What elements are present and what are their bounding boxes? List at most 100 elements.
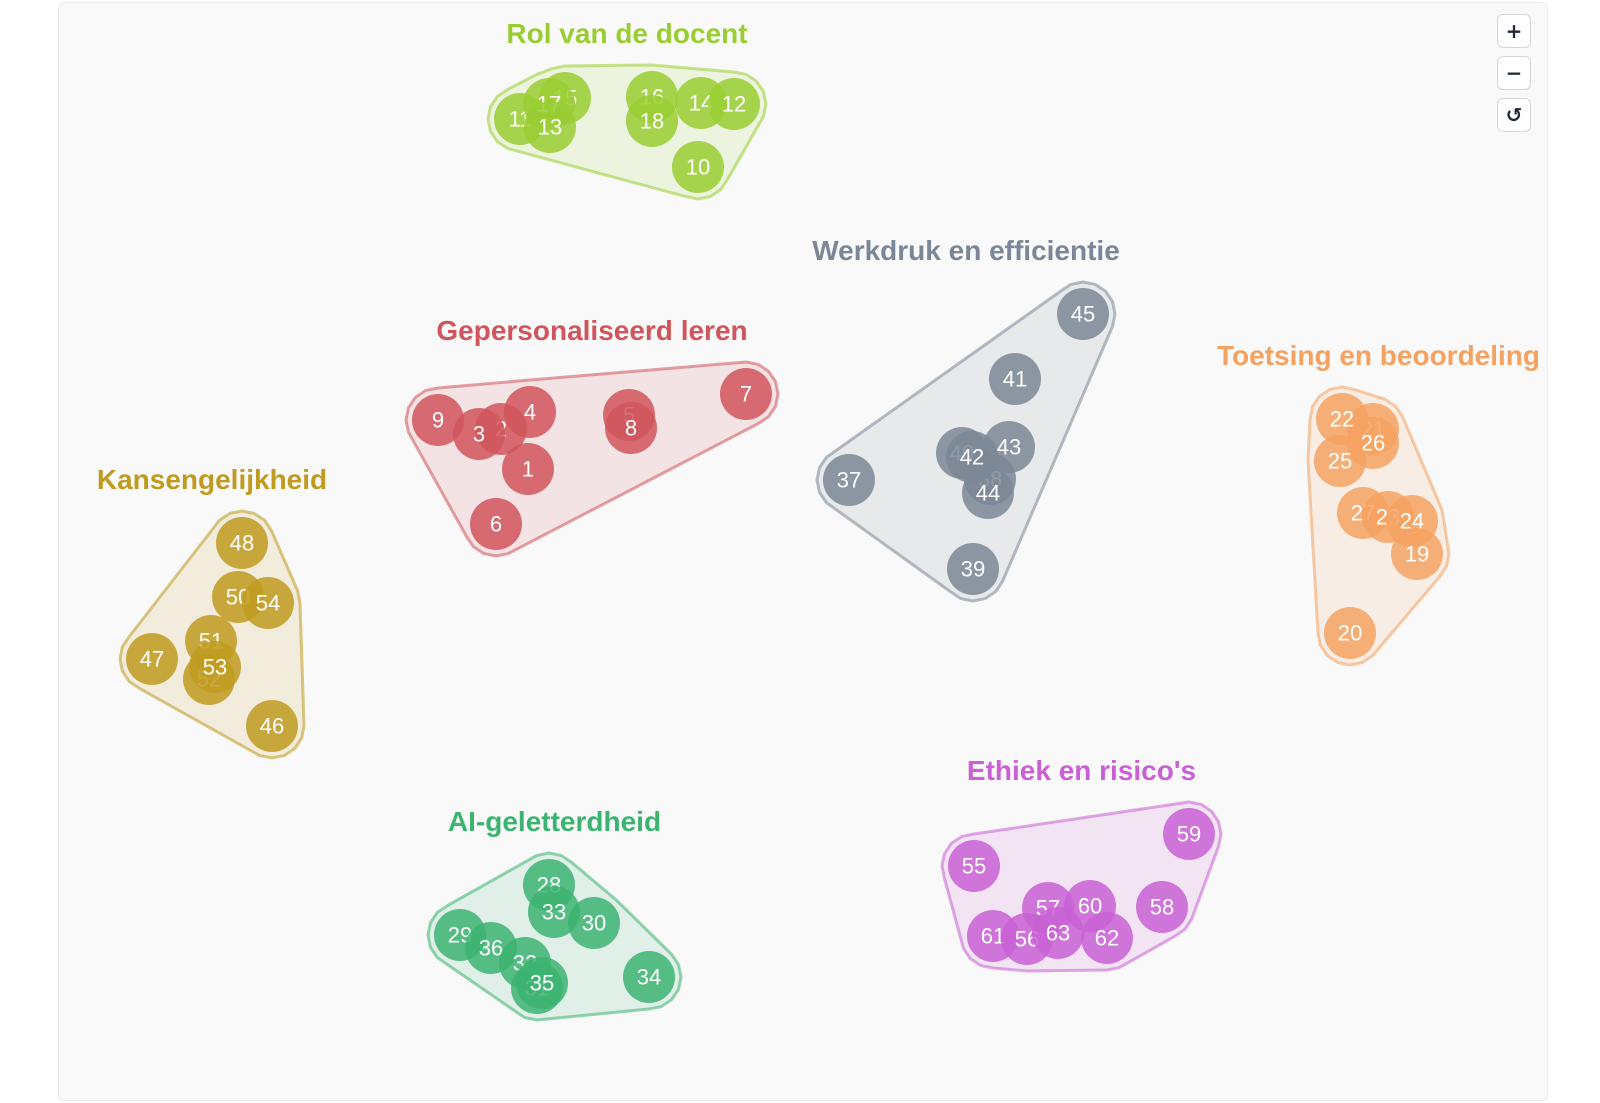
node-circle[interactable] <box>216 517 268 569</box>
node-label: 47 <box>140 647 164 672</box>
node-circle[interactable] <box>623 951 675 1003</box>
cluster-map-canvas[interactable]: 1115171316181412109234581674541404338424… <box>58 2 1548 1101</box>
cluster-node[interactable]: 33 <box>528 886 580 938</box>
node-label: 25 <box>1328 449 1352 474</box>
node-circle[interactable] <box>453 408 505 460</box>
node-circle[interactable] <box>242 577 294 629</box>
cluster-title: AI-geletterdheid <box>448 806 661 837</box>
node-circle[interactable] <box>528 886 580 938</box>
cluster-node[interactable]: 4 <box>504 386 556 438</box>
node-circle[interactable] <box>524 101 576 153</box>
node-circle[interactable] <box>989 353 1041 405</box>
node-label: 10 <box>686 155 710 180</box>
node-circle[interactable] <box>962 467 1014 519</box>
node-circle[interactable] <box>947 543 999 595</box>
cluster-title: Werkdruk en efficientie <box>812 235 1120 266</box>
node-circle[interactable] <box>1032 907 1084 959</box>
node-label: 36 <box>479 936 503 961</box>
cluster-node[interactable]: 37 <box>823 454 875 506</box>
node-label: 39 <box>961 557 985 582</box>
node-circle[interactable] <box>605 402 657 454</box>
node-label: 44 <box>976 481 1000 506</box>
node-label: 3 <box>473 422 485 447</box>
cluster-node[interactable]: 3 <box>453 408 505 460</box>
cluster-node[interactable]: 30 <box>568 897 620 949</box>
cluster-node[interactable]: 47 <box>126 633 178 685</box>
node-circle[interactable] <box>126 633 178 685</box>
node-label: 9 <box>432 408 444 433</box>
node-circle[interactable] <box>1081 912 1133 964</box>
cluster-node[interactable]: 35 <box>516 957 568 1009</box>
cluster-node[interactable]: 54 <box>242 577 294 629</box>
cluster-node[interactable]: 1 <box>502 443 554 495</box>
node-circle[interactable] <box>568 897 620 949</box>
node-circle[interactable] <box>504 386 556 438</box>
cluster-node[interactable]: 62 <box>1081 912 1133 964</box>
cluster-title: Rol van de docent <box>506 18 747 49</box>
node-circle[interactable] <box>412 394 464 446</box>
node-label: 54 <box>256 591 280 616</box>
zoom-in-button[interactable]: + <box>1497 14 1531 48</box>
node-circle[interactable] <box>626 95 678 147</box>
node-circle[interactable] <box>672 141 724 193</box>
cluster-node[interactable]: 25 <box>1314 435 1366 487</box>
cluster-node[interactable]: 45 <box>1057 288 1109 340</box>
node-circle[interactable] <box>1324 607 1376 659</box>
cluster-node[interactable]: 48 <box>216 517 268 569</box>
cluster-node[interactable]: 13 <box>524 101 576 153</box>
node-label: 46 <box>260 714 284 739</box>
node-circle[interactable] <box>1314 435 1366 487</box>
node-circle[interactable] <box>246 700 298 752</box>
node-label: 12 <box>722 92 746 117</box>
node-circle[interactable] <box>1163 808 1215 860</box>
cluster-node[interactable]: 53 <box>189 641 241 693</box>
zoom-controls: + − ↺ <box>1497 14 1531 132</box>
cluster-map-svg[interactable]: 1115171316181412109234581674541404338424… <box>59 3 1548 1101</box>
cluster-node[interactable]: 63 <box>1032 907 1084 959</box>
cluster-node[interactable]: 9 <box>412 394 464 446</box>
node-label: 55 <box>962 854 986 879</box>
node-label: 34 <box>637 965 661 990</box>
cluster-node[interactable]: 20 <box>1324 607 1376 659</box>
node-label: 4 <box>524 400 536 425</box>
node-circle[interactable] <box>502 443 554 495</box>
cluster-node[interactable]: 19 <box>1391 528 1443 580</box>
node-circle[interactable] <box>948 840 1000 892</box>
node-circle[interactable] <box>708 78 760 130</box>
cluster-node[interactable]: 10 <box>672 141 724 193</box>
zoom-out-button[interactable]: − <box>1497 56 1531 90</box>
cluster-node[interactable]: 12 <box>708 78 760 130</box>
node-label: 22 <box>1330 407 1354 432</box>
cluster-node[interactable]: 8 <box>605 402 657 454</box>
cluster-node[interactable]: 44 <box>962 467 1014 519</box>
cluster-node[interactable]: 59 <box>1163 808 1215 860</box>
cluster-node[interactable]: 6 <box>470 498 522 550</box>
node-label: 18 <box>640 109 664 134</box>
cluster-node[interactable]: 39 <box>947 543 999 595</box>
node-circle[interactable] <box>1057 288 1109 340</box>
node-circle[interactable] <box>470 498 522 550</box>
node-label: 42 <box>960 445 984 470</box>
node-label: 45 <box>1071 302 1095 327</box>
node-circle[interactable] <box>1391 528 1443 580</box>
node-label: 8 <box>625 416 637 441</box>
node-circle[interactable] <box>1136 881 1188 933</box>
node-label: 61 <box>981 924 1005 949</box>
node-label: 7 <box>740 382 752 407</box>
node-label: 48 <box>230 531 254 556</box>
node-label: 62 <box>1095 926 1119 951</box>
cluster-node[interactable]: 55 <box>948 840 1000 892</box>
reset-view-button[interactable]: ↺ <box>1497 98 1531 132</box>
node-circle[interactable] <box>189 641 241 693</box>
node-label: 20 <box>1338 621 1362 646</box>
cluster-node[interactable]: 7 <box>720 368 772 420</box>
cluster-node[interactable]: 58 <box>1136 881 1188 933</box>
node-circle[interactable] <box>516 957 568 1009</box>
cluster-node[interactable]: 18 <box>626 95 678 147</box>
cluster-node[interactable]: 46 <box>246 700 298 752</box>
cluster-node[interactable]: 34 <box>623 951 675 1003</box>
node-circle[interactable] <box>823 454 875 506</box>
node-label: 63 <box>1046 921 1070 946</box>
cluster-node[interactable]: 41 <box>989 353 1041 405</box>
node-circle[interactable] <box>720 368 772 420</box>
